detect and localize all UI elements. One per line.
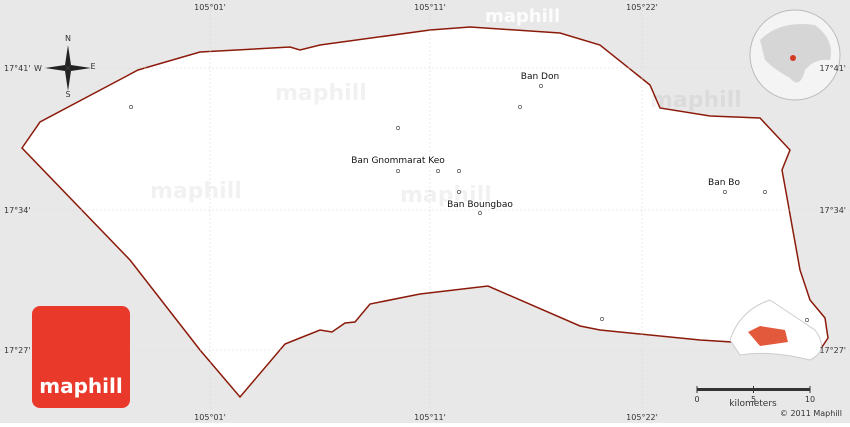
scale-label: 0 [694, 395, 699, 404]
place-dot [518, 105, 522, 109]
compass-n: N [65, 34, 71, 43]
longitude-label: 105°11' [414, 3, 446, 12]
region [21, 26, 829, 399]
place-dot [763, 190, 767, 194]
place-dot [805, 318, 809, 322]
longitude-label: 105°01' [194, 3, 226, 12]
watermark: maphill [650, 88, 742, 113]
logo: maphill [39, 374, 122, 398]
place-dot [600, 317, 604, 321]
latitude-label: 17°27' [819, 346, 846, 355]
longitude-label: 105°22' [626, 413, 658, 422]
compass-w: W [34, 64, 42, 73]
watermark: maphill [400, 183, 492, 208]
place-dot [129, 105, 133, 109]
place-dot [539, 84, 543, 88]
latitude-label: 17°41' [4, 64, 31, 73]
globe [749, 9, 841, 101]
place-dot [478, 211, 482, 215]
latitude-label: 17°34' [4, 206, 31, 215]
watermark: maphill [150, 179, 242, 204]
longitude-label: 105°11' [414, 413, 446, 422]
scale-label: 5 [751, 395, 756, 404]
longitude-label: 105°01' [194, 413, 226, 422]
compass-e: E [90, 62, 95, 71]
logo-box [32, 306, 130, 408]
scale-label: 10 [805, 395, 815, 404]
latitude-label: 17°34' [819, 206, 846, 215]
compass: N S W E [34, 34, 95, 99]
place-label: Ban Boungbao [447, 200, 513, 210]
place-dot [457, 190, 461, 194]
scale-title: kilometers [729, 399, 777, 409]
copyright: © 2011 Maphill [780, 409, 842, 418]
watermark: maphill [275, 81, 367, 106]
inset-map [729, 299, 822, 361]
place-label: Ban Don [521, 72, 559, 82]
compass-s: S [65, 90, 70, 99]
latitude-label: 17°41' [819, 64, 846, 73]
place-dot [396, 169, 400, 173]
place-dot [723, 190, 727, 194]
place-dot [436, 169, 440, 173]
place-label: Ban Bo [708, 178, 740, 188]
place-label: Ban Gnommarat Keo [351, 156, 445, 166]
latitude-label: 17°27' [4, 346, 31, 355]
longitude-label: 105°22' [626, 3, 658, 12]
watermark: maphill [485, 6, 560, 27]
graticule [0, 10, 850, 410]
place-dot [396, 126, 400, 130]
place-dot [457, 169, 461, 173]
